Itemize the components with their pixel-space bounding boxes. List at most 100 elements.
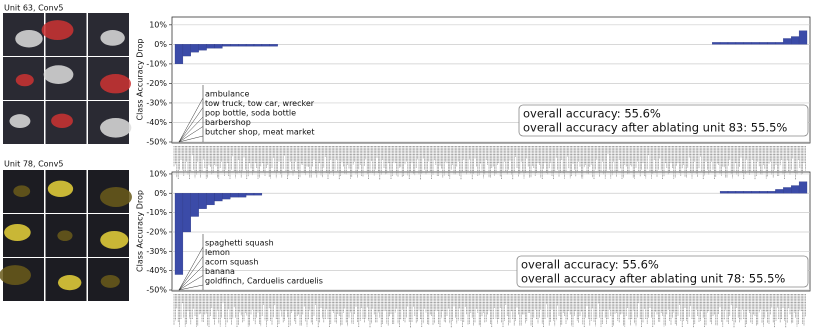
info-box — [518, 104, 809, 137]
y-tick-label: 0% — [154, 40, 167, 49]
bar — [222, 44, 231, 47]
bar — [719, 191, 729, 194]
y-tick-label: -10% — [146, 208, 167, 217]
annotation-leader — [178, 256, 204, 291]
bar — [743, 42, 752, 45]
annotation-leader — [178, 126, 204, 143]
bar — [783, 187, 792, 194]
bar — [214, 44, 223, 49]
bar — [230, 44, 239, 47]
annotation-label: goldfinch, Carduelis carduelis — [205, 277, 323, 286]
image-object — [100, 74, 132, 94]
bar — [198, 44, 207, 51]
bar — [775, 189, 784, 194]
annotation-leader — [178, 265, 204, 291]
bar — [759, 42, 768, 45]
bar — [253, 193, 263, 196]
bar — [719, 42, 729, 45]
annotation-leader — [178, 107, 204, 143]
y-tick-label: 10% — [149, 20, 167, 29]
annotation-leader — [178, 246, 204, 291]
bar — [783, 38, 792, 45]
image-object — [15, 74, 34, 87]
image-object — [43, 65, 74, 85]
image-object — [100, 187, 132, 207]
annotation-label: barbershop — [205, 118, 251, 127]
info-text: overall accuracy after ablating unit 83:… — [523, 121, 787, 135]
bar — [751, 191, 760, 194]
bar — [798, 30, 808, 45]
annotation-label: butcher shop, meat market — [205, 128, 315, 137]
bar — [261, 44, 270, 47]
bar — [245, 193, 255, 196]
bar — [222, 193, 231, 200]
bar — [182, 193, 191, 233]
annotation-leader — [178, 116, 204, 143]
bar — [759, 191, 768, 194]
bar — [198, 193, 207, 209]
y-tick-label: -40% — [146, 118, 167, 127]
annotation-label: banana — [205, 267, 235, 276]
bar — [743, 191, 752, 194]
annotation-label: spaghetti squash — [205, 239, 274, 248]
bar — [206, 193, 215, 206]
annotation-label: lemon — [205, 248, 230, 257]
y-tick-label: -20% — [146, 227, 167, 236]
image-object — [47, 180, 74, 198]
bar — [238, 44, 247, 47]
y-tick-label: 10% — [149, 169, 167, 178]
annotation-label: tow truck, tow car, wrecker — [205, 99, 315, 108]
image-object — [100, 275, 120, 288]
bar — [206, 44, 215, 49]
annotation-leader — [178, 97, 204, 143]
image-object — [100, 30, 125, 46]
bar — [727, 191, 737, 194]
bar — [182, 44, 191, 57]
bar — [253, 44, 263, 47]
bar — [735, 191, 744, 194]
annotation-leader — [178, 135, 204, 143]
info-box — [516, 255, 809, 288]
image-object — [15, 30, 43, 48]
plot-frame — [171, 171, 811, 292]
info-text: overall accuracy: 55.6% — [523, 107, 661, 121]
bar — [791, 36, 800, 45]
y-tick-label: -30% — [146, 98, 167, 107]
unit-title: Unit 63, Conv5 — [4, 4, 63, 13]
y-tick-label: -10% — [146, 59, 167, 68]
info-text: overall accuracy: 55.6% — [521, 258, 659, 272]
image-object — [57, 275, 82, 291]
bar — [174, 193, 184, 275]
bar — [190, 193, 199, 217]
bar — [238, 193, 247, 198]
y-axis-label: Class Accuracy Drop — [136, 39, 145, 121]
bar — [767, 191, 776, 194]
image-object — [4, 224, 31, 241]
annotation-leader — [178, 284, 204, 291]
bar — [269, 44, 278, 47]
bar — [735, 42, 744, 45]
y-tick-label: -30% — [146, 247, 167, 256]
y-tick-label: -40% — [146, 266, 167, 275]
bar — [791, 185, 800, 194]
bar — [727, 42, 737, 45]
image-object — [13, 185, 31, 197]
bar — [190, 44, 199, 53]
bar — [230, 193, 239, 198]
bar — [751, 42, 760, 45]
bar — [767, 42, 776, 45]
bar — [245, 44, 255, 47]
annotation-leader — [178, 275, 204, 291]
y-tick-label: -50% — [146, 286, 167, 295]
y-tick-label: -50% — [146, 138, 167, 147]
image-object — [57, 230, 73, 242]
image-object — [9, 114, 31, 128]
bar — [712, 42, 721, 45]
y-tick-label: -20% — [146, 79, 167, 88]
plot-frame — [171, 16, 811, 144]
info-text: overall accuracy after ablating unit 78:… — [521, 272, 785, 286]
bar — [775, 42, 784, 45]
y-tick-label: 0% — [154, 189, 167, 198]
bar — [214, 193, 223, 202]
